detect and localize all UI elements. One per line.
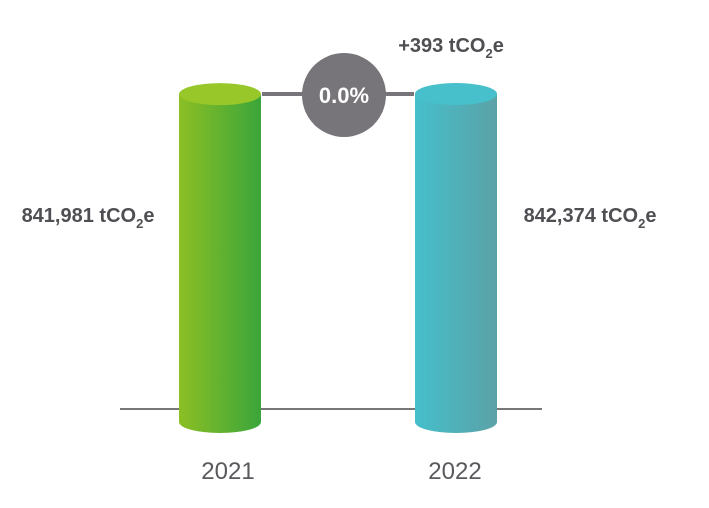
change-percent-label: 0.0%: [319, 83, 369, 108]
x-tick-label-2021: 2021: [201, 458, 254, 485]
value-label-2022: 842,374 tCO2e: [524, 205, 657, 231]
x-tick-label-2022: 2022: [428, 458, 481, 485]
change-percent-circle: [302, 53, 386, 137]
bar-2022: [415, 83, 497, 433]
value-label-2021: 841,981 tCO2e: [22, 205, 155, 231]
change-value-label: +393 tCO2e: [398, 35, 504, 61]
bar-2021: [179, 83, 261, 433]
